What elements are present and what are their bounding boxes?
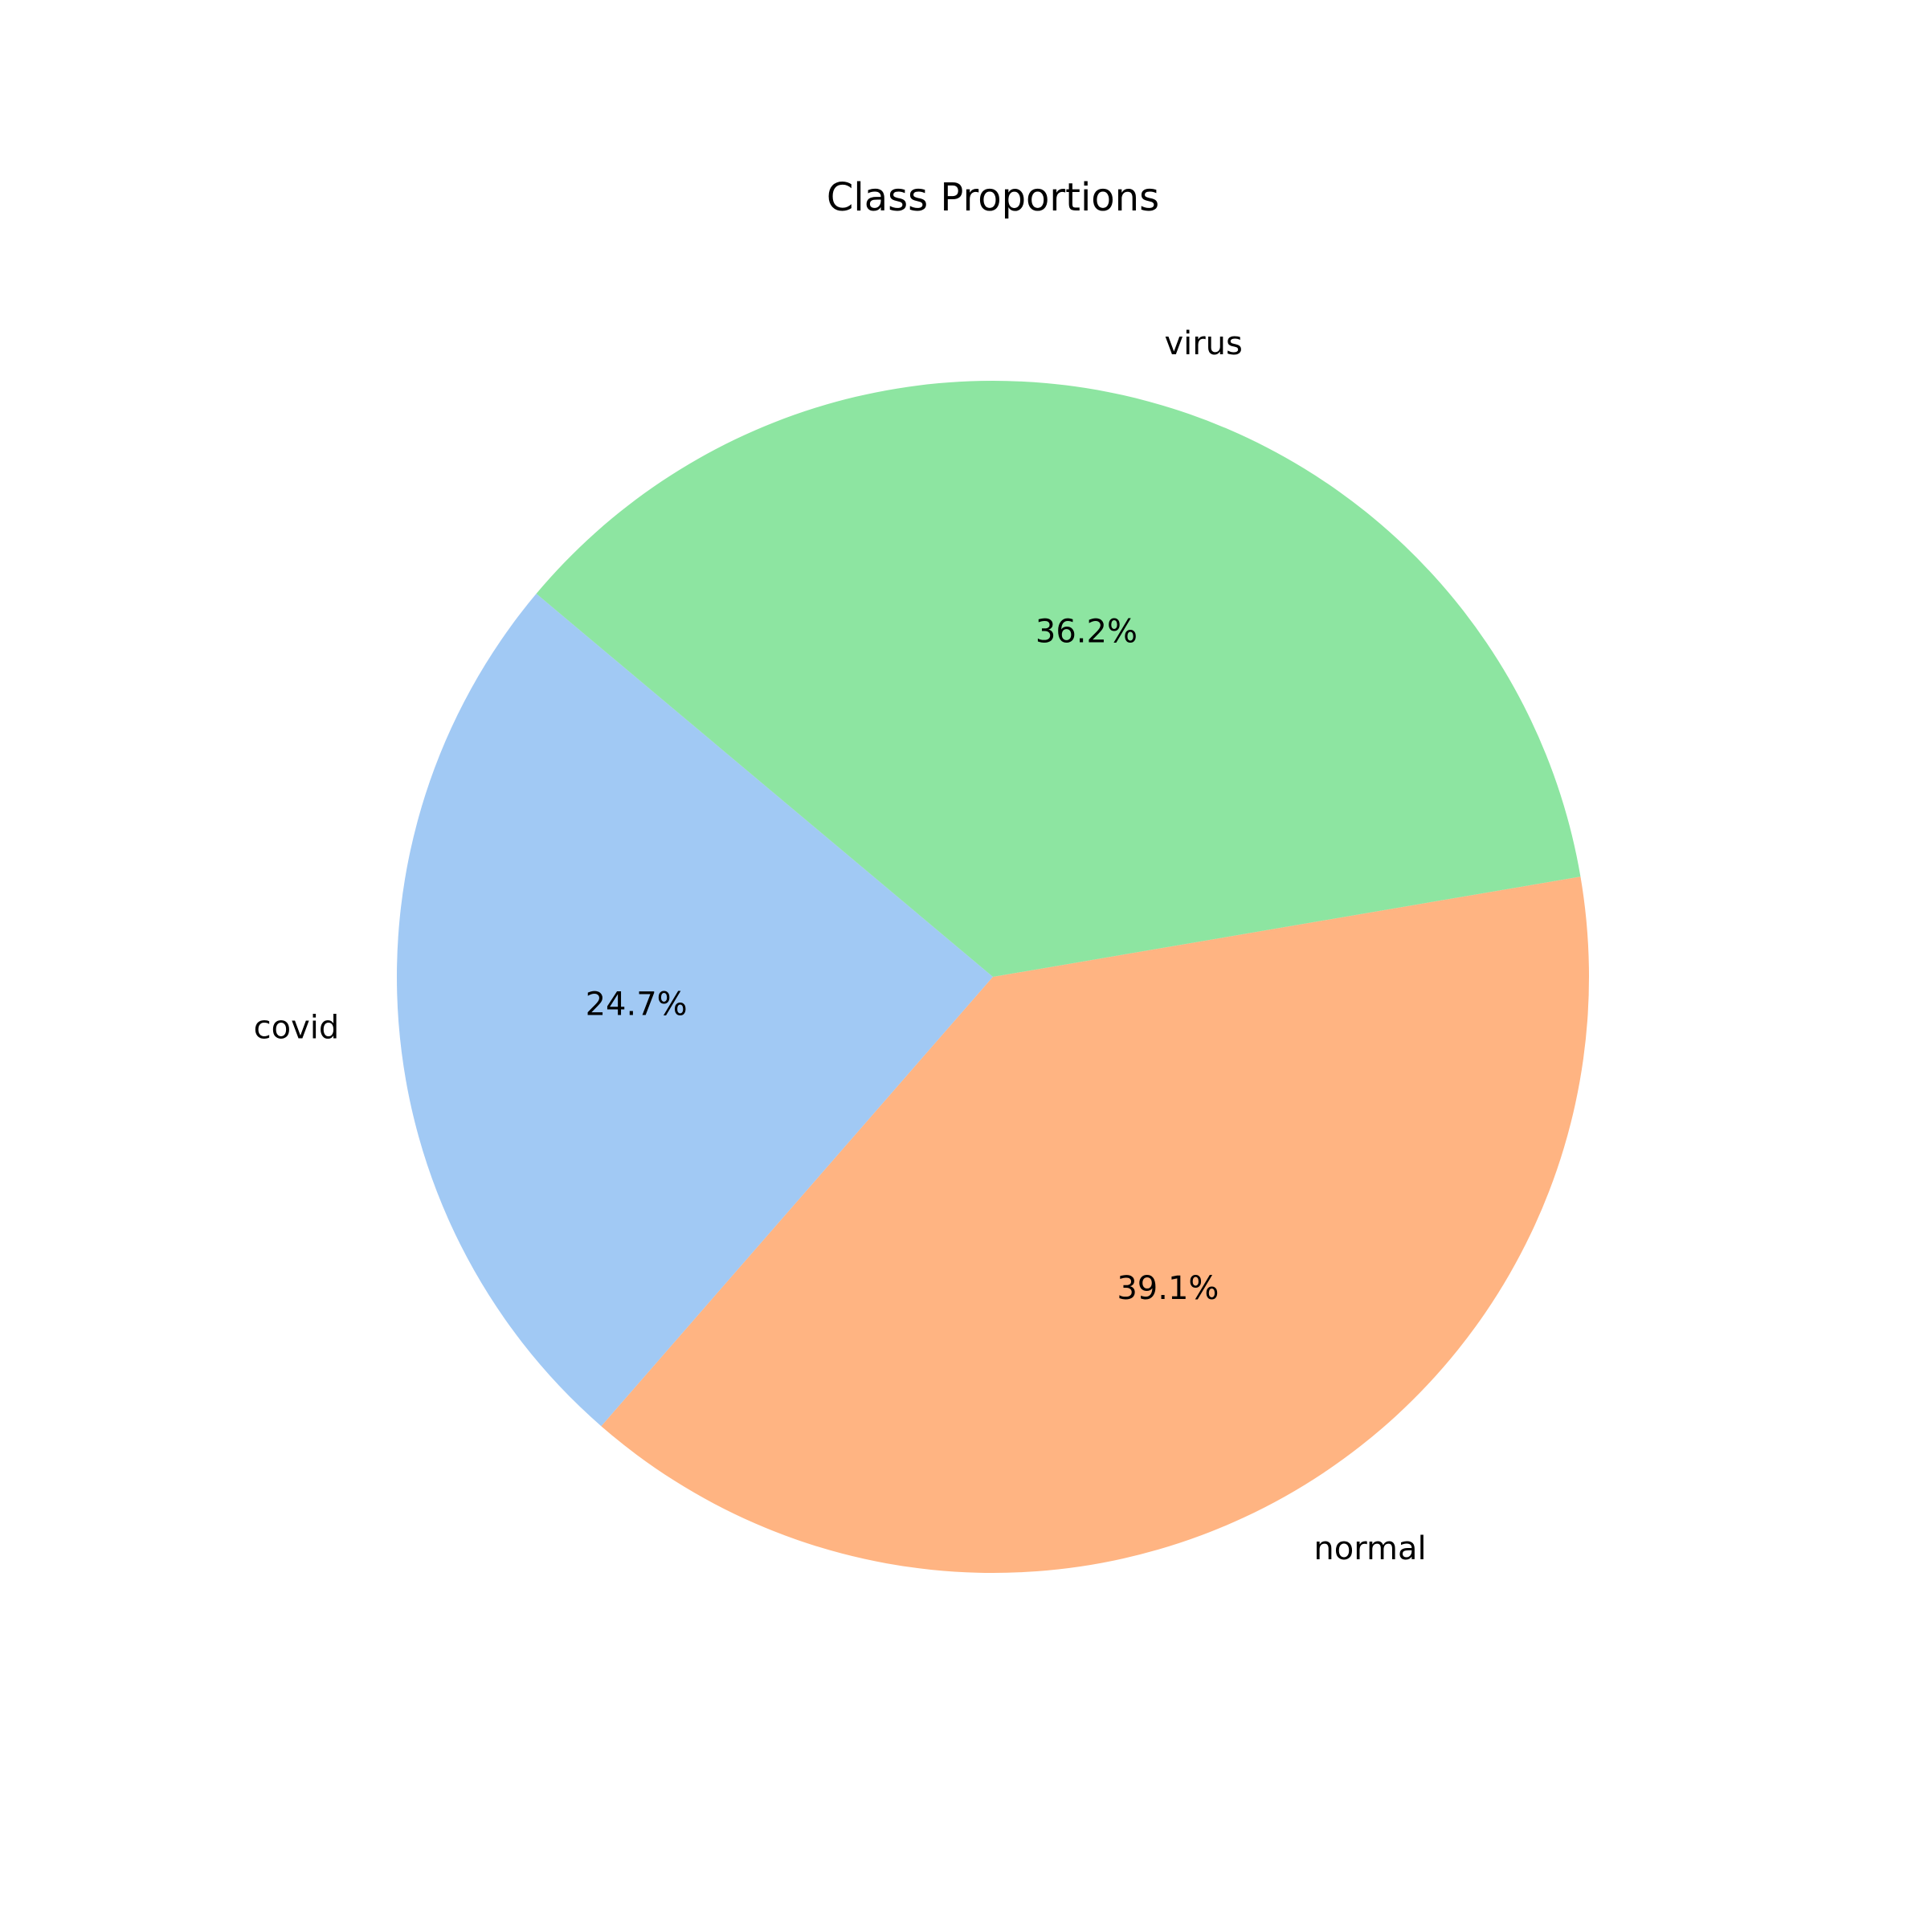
pie-slice-covid <box>397 594 993 1427</box>
percent-label-normal: 39.1% <box>1117 1270 1219 1307</box>
category-label-covid: covid <box>254 1009 340 1046</box>
category-label-virus: virus <box>1164 325 1242 362</box>
pie-labels: 24.7% covid 39.1% normal 36.2% virus <box>254 325 1427 1567</box>
percent-label-virus: 36.2% <box>1035 613 1138 650</box>
pie-slices <box>397 381 1589 1573</box>
category-label-normal: normal <box>1313 1530 1426 1567</box>
pie-slice-normal <box>601 876 1589 1573</box>
chart-title: Class Proportions <box>827 175 1159 220</box>
percent-label-covid: 24.7% <box>586 986 688 1023</box>
pie-slice-virus <box>536 381 1581 978</box>
